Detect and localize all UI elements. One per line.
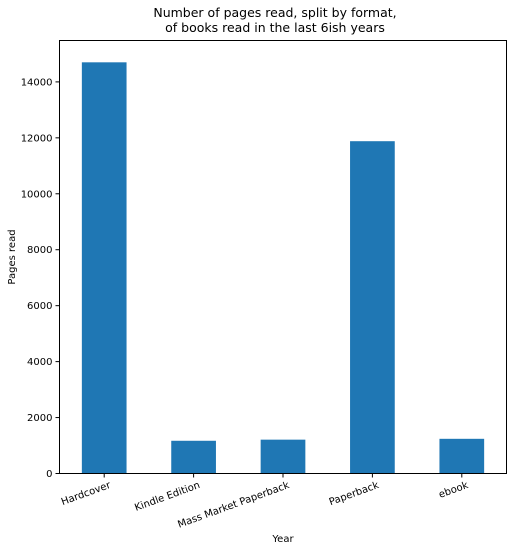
x-tick-label: Kindle Edition	[133, 480, 201, 514]
y-tick-label: 10000	[21, 189, 53, 200]
bar-kindle-edition	[171, 440, 216, 474]
x-tick-label: Paperback	[328, 480, 381, 508]
y-tick-label: 0	[46, 469, 52, 480]
bar-hardcover	[81, 62, 127, 474]
y-axis-ticks: 0 2000 4000 6000 8000 10000 12000 14000	[21, 77, 60, 480]
y-axis-label: Pages read	[7, 229, 18, 284]
y-tick-label: 12000	[21, 133, 53, 144]
bar-ebook	[439, 438, 485, 474]
chart-title-line-1: Number of pages read, split by format,	[153, 5, 396, 20]
chart-title-line-2: of books read in the last 6ish years	[165, 20, 385, 35]
x-tick-label: Hardcover	[60, 480, 113, 508]
y-tick-label: 14000	[21, 77, 53, 88]
y-tick-label: 6000	[27, 301, 52, 312]
bars-group	[81, 62, 485, 474]
bar-mass-market-paperback	[260, 439, 306, 474]
y-tick-label: 2000	[27, 413, 52, 424]
bar-paperback	[350, 141, 395, 474]
plot-area-frame	[59, 40, 507, 474]
x-tick-label: ebook	[437, 480, 470, 501]
x-axis-label: Year	[271, 534, 294, 545]
y-tick-label: 4000	[27, 357, 52, 368]
y-tick-label: 8000	[27, 245, 52, 256]
